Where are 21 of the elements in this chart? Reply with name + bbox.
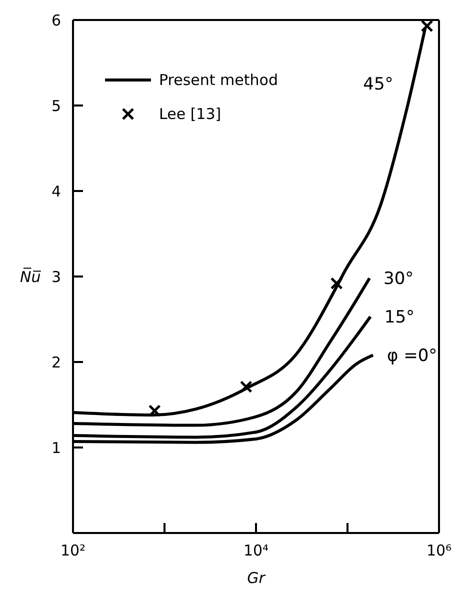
y-tick-label: 1 — [51, 438, 61, 457]
series-label: 30° — [384, 269, 414, 290]
point — [240, 380, 252, 394]
point — [330, 277, 343, 290]
x-tick-label: 10² — [60, 542, 86, 560]
point — [148, 404, 161, 417]
y-tick-label: 2 — [51, 353, 61, 372]
point — [420, 20, 434, 32]
x-axis-title: Gr — [247, 569, 266, 587]
annotation: Present method — [159, 71, 278, 89]
series-label: 15° — [384, 308, 415, 328]
series-label: 45° — [363, 74, 394, 95]
x-tick-label: 10⁶ — [426, 542, 452, 560]
y-tick-label: 3 — [51, 268, 61, 286]
y-tick-label: 6 — [51, 11, 61, 30]
x-tick-label: 10⁴ — [243, 542, 269, 560]
y-axis-title: N̅u̅ — [20, 267, 42, 286]
legend-label: Lee [13] — [159, 105, 222, 123]
y-tick-label: 5 — [51, 96, 61, 115]
y-tick-label: 4 — [51, 182, 61, 200]
series-label: φ =0° — [387, 346, 438, 366]
